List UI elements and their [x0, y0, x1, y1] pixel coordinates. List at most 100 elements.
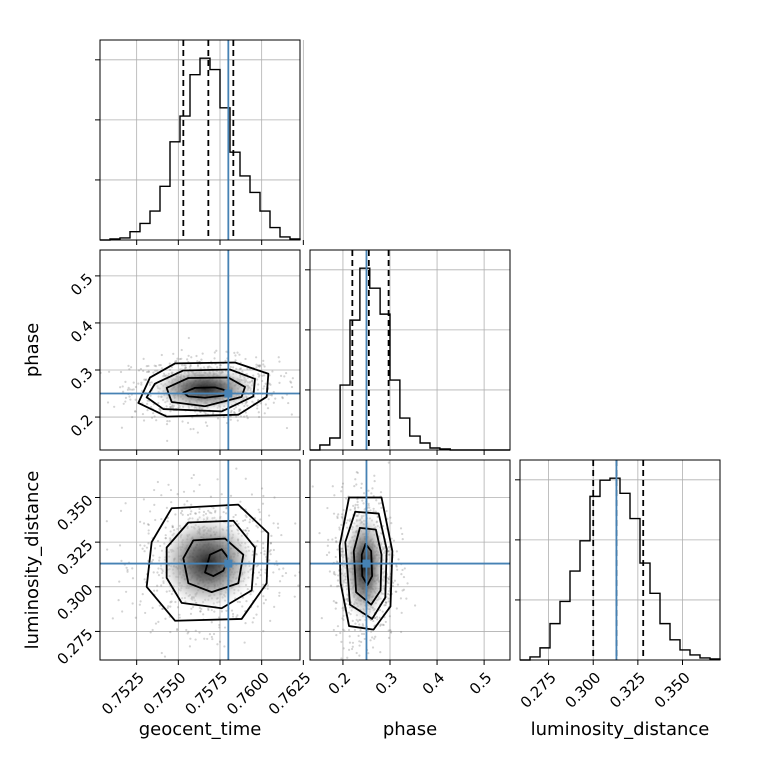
sample-point [159, 409, 162, 413]
sample-point [264, 382, 267, 385]
sample-point [113, 405, 116, 408]
sample-point [343, 629, 346, 632]
sample-point [338, 528, 341, 531]
sample-point [146, 409, 149, 412]
contour-line [165, 519, 256, 610]
sample-point [131, 415, 134, 419]
sample-point [207, 509, 210, 512]
sample-point [156, 584, 159, 587]
sample-point [245, 515, 248, 519]
sample-point [128, 388, 132, 391]
sample-point [358, 654, 361, 657]
sample-point [127, 364, 130, 368]
sample-point [231, 615, 235, 618]
sample-point [342, 628, 345, 631]
sample-point [379, 624, 382, 627]
sample-point [239, 408, 242, 411]
sample-point [334, 601, 337, 604]
sample-point [245, 414, 248, 418]
sample-point [268, 382, 271, 385]
sample-point [258, 364, 262, 367]
sample-point [192, 490, 196, 493]
sample-point [387, 636, 391, 639]
sample-point [257, 364, 260, 368]
sample-point [134, 385, 138, 389]
sample-point [152, 371, 155, 374]
sample-point [132, 381, 135, 384]
sample-point [175, 359, 178, 363]
sample-point [336, 515, 339, 518]
sample-point [236, 351, 239, 354]
sample-point [260, 530, 263, 533]
sample-point [256, 526, 259, 529]
sample-point [360, 640, 363, 644]
sample-point [377, 502, 381, 505]
sample-point [336, 548, 339, 551]
sample-point [124, 590, 128, 593]
sample-point [263, 385, 266, 388]
sample-point [202, 510, 206, 513]
sample-point [362, 632, 366, 636]
sample-point [356, 503, 359, 507]
sample-point [383, 604, 386, 607]
sample-point [278, 580, 282, 583]
sample-point [241, 605, 244, 608]
sample-point [266, 587, 269, 590]
sample-point [399, 527, 403, 530]
sample-point [395, 565, 398, 568]
sample-point [340, 490, 343, 493]
sample-point [150, 560, 153, 563]
sample-point [334, 607, 337, 610]
sample-point [118, 544, 122, 547]
sample-point [344, 497, 348, 500]
sample-point [189, 612, 193, 615]
sample-point [216, 417, 220, 420]
sample-point [229, 418, 232, 421]
sample-point [188, 645, 192, 648]
sample-point [290, 413, 293, 416]
sample-point [236, 614, 239, 617]
sample-point [340, 640, 343, 643]
sample-point [252, 616, 255, 620]
sample-point [387, 546, 390, 549]
sample-point [147, 542, 150, 545]
sample-point [251, 519, 254, 523]
sample-point [164, 526, 167, 529]
sample-point [137, 369, 141, 372]
sample-point [225, 506, 228, 509]
sample-point [391, 584, 395, 588]
sample-point [154, 518, 157, 522]
sample-point [168, 420, 171, 423]
sample-point [126, 388, 130, 391]
sample-point [190, 356, 193, 359]
sample-point [156, 539, 160, 543]
sample-point [360, 482, 363, 485]
sample-point [140, 381, 143, 384]
sample-point [403, 567, 406, 570]
sample-point [278, 360, 281, 363]
sample-point [358, 640, 361, 643]
sample-point [238, 410, 241, 413]
sample-point [218, 640, 222, 643]
sample-point [289, 380, 292, 383]
sample-point [337, 574, 340, 577]
sample-point [147, 529, 150, 532]
sample-point [246, 404, 249, 407]
sample-point [212, 507, 215, 510]
sample-point [142, 419, 146, 422]
sample-point [367, 502, 370, 505]
sample-point [244, 514, 247, 517]
sample-point [283, 375, 286, 378]
sample-point [336, 585, 339, 588]
sample-point [213, 357, 216, 360]
sample-point [385, 601, 388, 604]
sample-point [340, 515, 343, 519]
sample-point [373, 474, 376, 477]
sample-point [223, 626, 227, 629]
sample-point [239, 367, 243, 370]
sample-point [215, 349, 218, 352]
y-axis-label-luminosity_distance: luminosity_distance [22, 471, 43, 650]
contour-line [344, 510, 388, 620]
sample-point [261, 379, 264, 383]
sample-point [262, 629, 265, 633]
